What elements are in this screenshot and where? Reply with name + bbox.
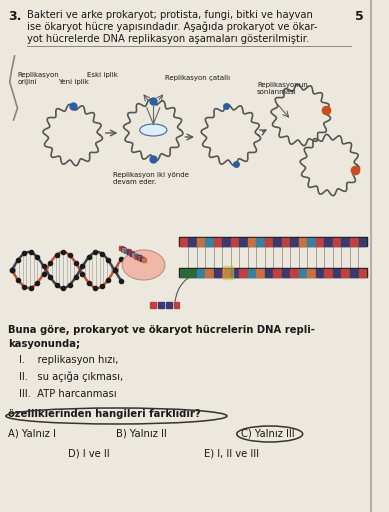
Bar — [273, 238, 281, 245]
Text: Replikasyonun
sonlanması: Replikasyonun sonlanması — [257, 82, 308, 95]
Text: D) I ve II: D) I ve II — [68, 449, 110, 459]
Text: III.  ATP harcanması: III. ATP harcanması — [19, 389, 117, 399]
Bar — [307, 238, 315, 245]
Bar — [333, 238, 341, 245]
Bar — [333, 268, 341, 276]
Bar — [291, 238, 298, 245]
Bar — [223, 268, 230, 276]
Bar — [342, 268, 349, 276]
Text: yot hücrelerde DNA replikasyon aşamaları gösterilmiştir.: yot hücrelerde DNA replikasyon aşamaları… — [27, 34, 309, 44]
Text: A) Yalnız I: A) Yalnız I — [8, 429, 56, 439]
Bar — [359, 238, 366, 245]
Bar — [299, 268, 307, 276]
Text: Buna göre, prokaryot ve ökaryot hücrelerin DNA repli-
kasyonunda;: Buna göre, prokaryot ve ökaryot hücreler… — [8, 325, 315, 349]
Bar — [188, 238, 196, 245]
Text: Replikasyon iki yönde
devam eder.: Replikasyon iki yönde devam eder. — [112, 172, 188, 185]
Ellipse shape — [122, 250, 165, 280]
Bar — [299, 238, 307, 245]
Bar — [324, 268, 332, 276]
Text: I.    replikasyon hızı,: I. replikasyon hızı, — [19, 355, 119, 365]
Bar — [248, 268, 256, 276]
Bar — [223, 238, 230, 245]
Ellipse shape — [140, 124, 167, 136]
Bar — [231, 268, 239, 276]
Text: B) Yalnız II: B) Yalnız II — [116, 429, 167, 439]
Bar — [256, 238, 264, 245]
Bar — [359, 268, 366, 276]
Text: ise ökaryot hücre yapısındadır. Aşağıda prokaryot ve ökar-: ise ökaryot hücre yapısındadır. Aşağıda … — [27, 22, 318, 32]
Bar — [179, 268, 367, 277]
Bar — [239, 238, 247, 245]
Text: özelliklerinden hangileri farklıdır?: özelliklerinden hangileri farklıdır? — [8, 409, 200, 419]
Bar — [350, 268, 358, 276]
Bar — [179, 237, 367, 246]
Text: II.   su açığa çıkması,: II. su açığa çıkması, — [19, 372, 124, 382]
Bar — [151, 302, 156, 308]
Bar — [173, 302, 179, 308]
Bar — [291, 268, 298, 276]
Bar — [282, 268, 290, 276]
Text: Yeni iplik: Yeni iplik — [58, 79, 89, 85]
Bar — [316, 238, 324, 245]
Bar — [324, 238, 332, 245]
Text: 5: 5 — [355, 10, 364, 23]
Text: Replikasyon çatallı: Replikasyon çatallı — [165, 75, 230, 81]
Bar — [197, 238, 205, 245]
Bar — [166, 302, 172, 308]
Bar — [239, 268, 247, 276]
Bar — [282, 238, 290, 245]
Text: 3.: 3. — [8, 10, 21, 23]
Text: E) I, II ve III: E) I, II ve III — [204, 449, 259, 459]
Text: C) Yalnız III: C) Yalnız III — [241, 429, 294, 439]
Bar — [180, 268, 196, 276]
Bar — [248, 238, 256, 245]
Text: Replikasyon
orijini: Replikasyon orijini — [18, 72, 59, 85]
Bar — [214, 268, 222, 276]
Bar — [180, 238, 188, 245]
Bar — [256, 268, 264, 276]
Bar — [197, 268, 205, 276]
Text: Eski iplik: Eski iplik — [87, 72, 118, 78]
Bar — [214, 238, 222, 245]
Bar — [316, 268, 324, 276]
Bar — [231, 238, 239, 245]
Bar — [205, 268, 213, 276]
Text: Bakteri ve arke prokaryot; protista, fungi, bitki ve hayvan: Bakteri ve arke prokaryot; protista, fun… — [27, 10, 313, 20]
Bar — [342, 238, 349, 245]
Bar — [205, 238, 213, 245]
Bar — [223, 266, 233, 279]
Bar — [307, 268, 315, 276]
Bar — [265, 238, 273, 245]
Bar — [158, 302, 164, 308]
Bar — [273, 268, 281, 276]
Bar — [265, 268, 273, 276]
Bar — [350, 238, 358, 245]
